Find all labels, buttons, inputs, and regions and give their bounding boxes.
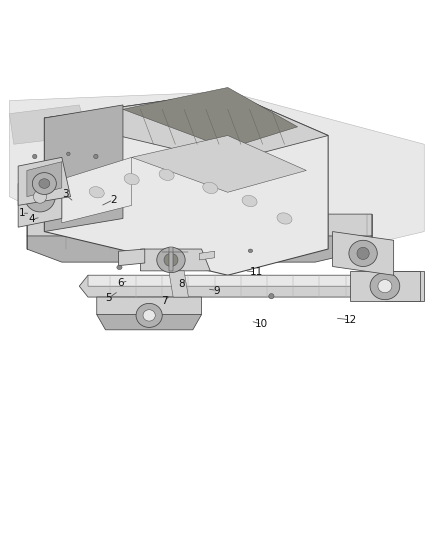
Text: 10: 10 (255, 319, 268, 329)
Polygon shape (88, 275, 420, 286)
Text: 3: 3 (62, 189, 69, 199)
Text: 7: 7 (161, 296, 168, 305)
Polygon shape (27, 161, 62, 197)
Polygon shape (385, 271, 424, 302)
Text: 2: 2 (110, 195, 117, 205)
Polygon shape (169, 247, 173, 271)
Polygon shape (79, 275, 420, 297)
Ellipse shape (349, 240, 377, 266)
Polygon shape (350, 271, 420, 302)
Polygon shape (228, 92, 424, 249)
Ellipse shape (159, 169, 174, 181)
Ellipse shape (33, 190, 46, 203)
Polygon shape (97, 314, 201, 330)
Ellipse shape (89, 187, 104, 198)
Polygon shape (123, 87, 297, 149)
Polygon shape (199, 251, 215, 260)
Text: 8: 8 (179, 279, 185, 289)
Ellipse shape (124, 174, 139, 185)
Polygon shape (10, 105, 88, 144)
Text: 4: 4 (29, 214, 35, 224)
Ellipse shape (143, 310, 155, 321)
Text: 9: 9 (213, 286, 220, 295)
Ellipse shape (32, 154, 37, 159)
Ellipse shape (277, 213, 292, 224)
Ellipse shape (67, 152, 70, 156)
Polygon shape (18, 157, 71, 205)
Polygon shape (18, 175, 62, 227)
Polygon shape (27, 214, 372, 249)
Polygon shape (119, 249, 145, 265)
Ellipse shape (242, 196, 257, 207)
Ellipse shape (357, 247, 369, 260)
Polygon shape (10, 92, 228, 223)
Ellipse shape (378, 280, 392, 293)
Ellipse shape (25, 181, 55, 212)
Ellipse shape (32, 173, 57, 195)
Ellipse shape (164, 253, 178, 266)
Polygon shape (62, 157, 132, 223)
Polygon shape (44, 105, 123, 231)
Ellipse shape (136, 303, 162, 327)
Polygon shape (332, 231, 394, 275)
Polygon shape (44, 92, 328, 275)
Ellipse shape (269, 294, 274, 299)
Ellipse shape (157, 247, 185, 272)
Text: 6: 6 (117, 278, 124, 288)
Text: 5: 5 (106, 293, 112, 303)
Ellipse shape (370, 272, 400, 300)
Polygon shape (27, 236, 372, 262)
Ellipse shape (39, 179, 50, 188)
Ellipse shape (94, 154, 98, 159)
Polygon shape (169, 271, 188, 297)
Polygon shape (97, 297, 201, 326)
Text: 1: 1 (18, 208, 25, 218)
Polygon shape (44, 92, 328, 161)
Polygon shape (132, 135, 306, 192)
Text: 11: 11 (250, 266, 263, 277)
Polygon shape (141, 249, 210, 271)
Ellipse shape (117, 265, 122, 270)
Ellipse shape (248, 249, 253, 253)
Text: 12: 12 (343, 315, 357, 325)
Ellipse shape (203, 182, 218, 193)
